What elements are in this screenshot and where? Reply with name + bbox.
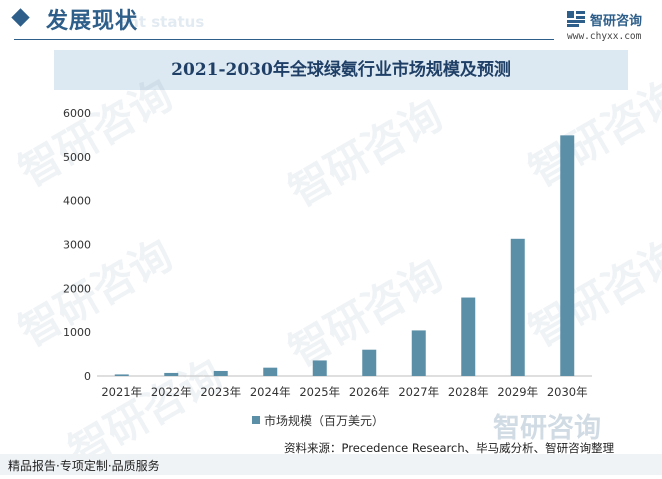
x-tick-label: 2022年: [151, 385, 192, 399]
y-tick-label: 1000: [63, 326, 91, 339]
bar: [312, 360, 327, 376]
bar: [263, 367, 278, 376]
x-tick-label: 2029年: [497, 385, 538, 399]
chart-title-bar: 2021-2030年全球绿氨行业市场规模及预测: [54, 50, 628, 90]
y-tick-label: 3000: [63, 239, 91, 252]
y-tick-label: 4000: [63, 195, 91, 208]
x-tick-label: 2021年: [101, 385, 142, 399]
bar: [560, 135, 575, 376]
bar: [114, 374, 129, 376]
y-tick-label: 0: [84, 370, 91, 383]
bar: [362, 349, 377, 376]
bar: [411, 330, 426, 376]
legend-swatch: [252, 416, 260, 424]
footer-brand: 智研咨询: [493, 413, 601, 444]
x-tick-label: 2024年: [250, 385, 291, 399]
x-tick-label: 2026年: [349, 385, 390, 399]
section-title: 发展现状: [46, 8, 139, 34]
x-tick-label: 2030年: [547, 385, 588, 399]
x-tick-label: 2027年: [398, 385, 439, 399]
brand-block: 智研咨询 www.chyxx.com: [567, 9, 662, 45]
y-tick-label: 5000: [63, 151, 91, 164]
y-tick-label: 2000: [63, 282, 91, 295]
legend: 市场规模（百万美元）: [252, 412, 384, 429]
x-tick-label: 2028年: [448, 385, 489, 399]
section-header: ent status 发展现状 智研咨询 www.chyxx.com: [0, 0, 662, 42]
footer-tagline: 精品报告·专项定制·品质服务: [8, 459, 160, 473]
header-divider: [14, 39, 554, 40]
bar: [213, 370, 228, 376]
x-tick-label: 2023年: [200, 385, 241, 399]
bar: [164, 372, 179, 376]
bar: [510, 238, 525, 376]
footer-bar: [0, 454, 662, 475]
section-subtitle: ent status: [118, 13, 205, 31]
y-tick-label: 6000: [63, 107, 91, 120]
legend-label: 市场规模（百万美元）: [264, 414, 385, 428]
brand-url: www.chyxx.com: [567, 31, 642, 42]
source-note: 资料来源：Precedence Research、毕马威分析、智研咨询整理: [284, 441, 615, 455]
brand-name: 智研咨询: [590, 14, 643, 29]
bar: [461, 297, 476, 376]
chart-title: 2021-2030年全球绿氨行业市场规模及预测: [171, 60, 511, 80]
x-tick-label: 2025年: [299, 385, 340, 399]
brand-logo-icon: [567, 11, 585, 27]
